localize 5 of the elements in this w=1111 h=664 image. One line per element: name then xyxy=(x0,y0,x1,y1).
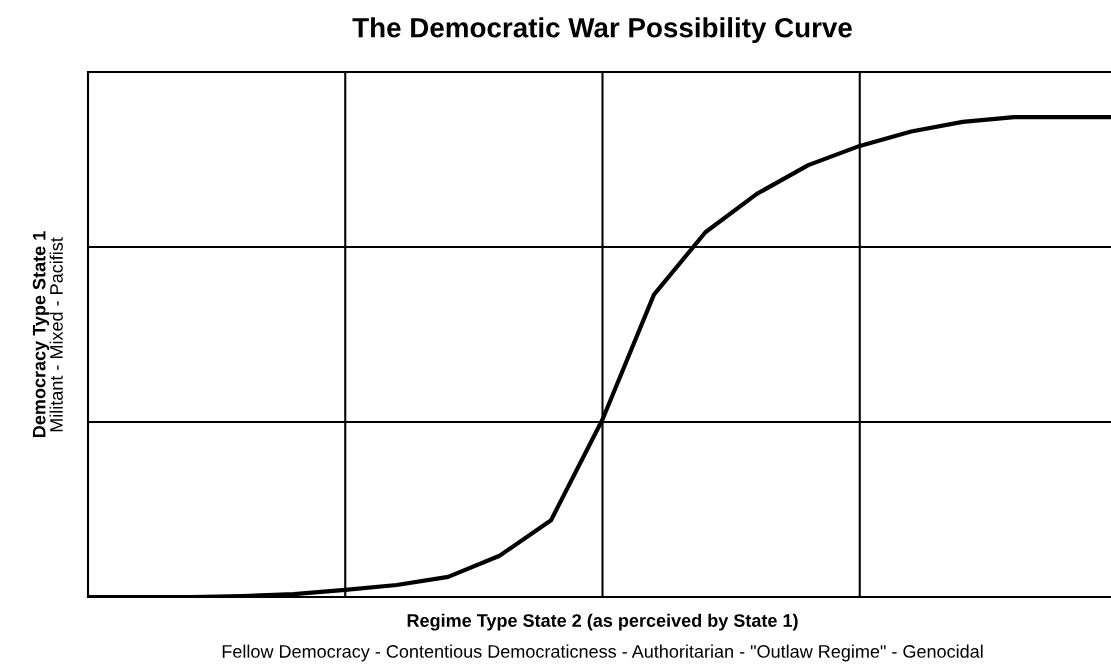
text: Militant - Mixed - Pacifist xyxy=(49,237,63,432)
x-axis-title: Regime Type State 2 (as perceived by State 1) xyxy=(407,613,798,631)
text: Fellow Democracy - Contentious Democraticness - Authoritarian - "Outlaw Regime" - Genocidal xyxy=(222,644,983,662)
y-axis-title: Democracy Type State 1 xyxy=(32,231,50,437)
chart-title: The Democratic War Possibility Curve xyxy=(352,17,852,44)
